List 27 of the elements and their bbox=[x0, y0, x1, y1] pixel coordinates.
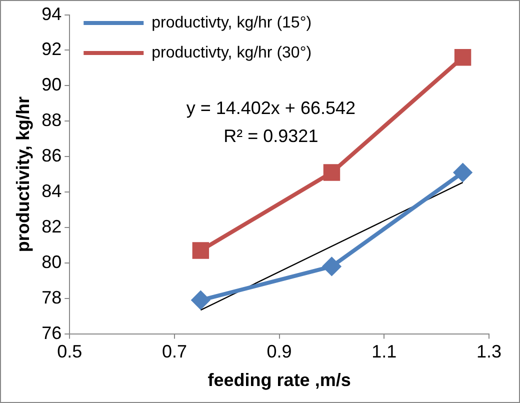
point bbox=[454, 164, 472, 182]
y-tick-label: 88 bbox=[42, 110, 62, 130]
y-tick-label: 86 bbox=[42, 146, 62, 166]
x-tick-label: 0.9 bbox=[266, 342, 292, 362]
point bbox=[323, 164, 340, 181]
legend-label: productivty, kg/hr (30°) bbox=[152, 44, 312, 62]
y-tick-label: 82 bbox=[42, 216, 62, 236]
y-tick-label: 78 bbox=[42, 287, 62, 308]
x-tick-label: 0.7 bbox=[162, 342, 187, 362]
annotation: R² = 0.9321 bbox=[224, 126, 318, 146]
y-tick-label: 94 bbox=[42, 4, 62, 24]
x-tick-label: 1.1 bbox=[372, 342, 397, 362]
x-tick-label: 0.5 bbox=[57, 342, 82, 362]
x-axis-title: feeding rate ,m/s bbox=[208, 370, 351, 390]
y-tick-label: 76 bbox=[42, 322, 62, 343]
point bbox=[192, 242, 210, 259]
y-tick-label: 92 bbox=[42, 39, 62, 60]
point bbox=[192, 291, 210, 310]
y-tick-label: 80 bbox=[42, 252, 62, 272]
y-axis-title: productivity, kg/hr bbox=[12, 96, 33, 252]
annotation: y = 14.402x + 66.542 bbox=[186, 98, 356, 118]
x-tick-label: 1.3 bbox=[476, 342, 502, 362]
point bbox=[454, 48, 472, 66]
point bbox=[322, 257, 341, 276]
legend-label: productivty, kg/hr (15°) bbox=[152, 14, 312, 32]
y-tick-label: 90 bbox=[42, 74, 62, 95]
y-tick-label: 84 bbox=[42, 180, 62, 201]
